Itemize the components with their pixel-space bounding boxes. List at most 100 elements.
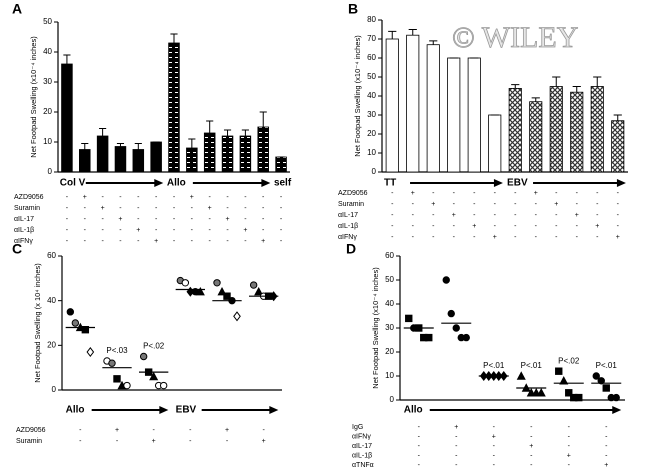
treatment-name: αIL-17	[338, 212, 358, 219]
data-point	[213, 279, 221, 287]
treatment-sign: -	[173, 205, 176, 212]
data-point	[592, 372, 600, 380]
data-point	[602, 384, 610, 392]
bar	[611, 120, 625, 173]
treatment-sign: -	[412, 201, 415, 208]
y-tick-label: 50	[385, 275, 394, 284]
treatment-sign: -	[262, 216, 265, 223]
data-point	[612, 393, 620, 402]
error-bar	[259, 111, 267, 127]
treatment-sign: +	[452, 212, 456, 219]
treatment-sign: -	[412, 212, 415, 219]
arrow-head	[616, 179, 626, 187]
treatment-sign: -	[514, 234, 517, 241]
y-tick-label: 30	[43, 77, 52, 86]
treatment-sign: +	[534, 190, 538, 197]
y-tick-label: 60	[367, 53, 376, 62]
treatment-sign: -	[173, 238, 176, 245]
treatment-sign: -	[418, 453, 421, 460]
p-value: P<.01	[521, 361, 543, 370]
treatment-sign: -	[453, 201, 456, 208]
arrow-head	[159, 406, 169, 414]
treatment-sign: -	[617, 190, 620, 197]
error-bar	[511, 84, 520, 89]
data-point	[149, 371, 159, 381]
treatment-name: AZD9056	[14, 194, 44, 201]
treatment-sign: -	[173, 194, 176, 201]
arrow-head	[493, 179, 503, 187]
treatment-sign: -	[418, 443, 421, 450]
treatment-sign: +	[152, 438, 156, 445]
treatment-sign: +	[262, 438, 266, 445]
treatment-sign: -	[391, 212, 394, 219]
treatment-sign: +	[493, 234, 497, 241]
y-tick-label: 70	[367, 34, 376, 43]
treatment-sign: -	[84, 227, 87, 234]
treatment-sign: -	[530, 424, 533, 431]
y-tick-label: 0	[372, 167, 377, 176]
treatment-name: αIFNγ	[338, 234, 357, 241]
treatment-name: AZD9056	[16, 427, 46, 434]
treatment-name: αIL-17	[352, 443, 372, 450]
treatment-name: Suramin	[338, 201, 364, 208]
treatment-sign: +	[136, 227, 140, 234]
treatment-sign: +	[243, 227, 247, 234]
bar	[221, 135, 234, 173]
treatment-sign: -	[530, 462, 533, 469]
y-tick-label: 40	[385, 299, 394, 308]
data-point	[565, 389, 573, 397]
data-point	[462, 333, 470, 342]
treatment-sign: -	[191, 238, 194, 245]
treatment-sign: -	[189, 427, 192, 434]
treatment-name: αIL-1β	[352, 453, 372, 460]
treatment-sign: +	[431, 201, 435, 208]
group-label: Allo	[167, 178, 186, 189]
treatment-sign: -	[155, 205, 158, 212]
y-tick-label: 60	[385, 251, 394, 260]
error-bar	[593, 76, 602, 87]
error-bar	[408, 29, 417, 36]
data-point	[249, 281, 258, 289]
y-axis-label: Net Footpad Swelling (x10⁻⁴ inches)	[371, 267, 380, 389]
treatment-sign: -	[191, 205, 194, 212]
data-point	[452, 324, 460, 332]
treatment-sign: -	[226, 194, 229, 201]
treatment-sign: -	[173, 216, 176, 223]
group-label: TT	[384, 178, 396, 189]
treatment-sign: +	[567, 453, 571, 460]
error-bar	[63, 54, 71, 64]
bar	[150, 141, 162, 173]
y-tick-label: 10	[385, 371, 394, 380]
arrow-head	[261, 179, 271, 187]
treatment-sign: -	[412, 234, 415, 241]
treatment-sign: +	[115, 427, 119, 434]
treatment-name: αIL-1β	[14, 227, 34, 234]
y-tick-label: 10	[367, 148, 376, 157]
treatment-sign: -	[280, 227, 283, 234]
treatment-sign: -	[432, 223, 435, 230]
treatment-sign: -	[280, 216, 283, 223]
treatment-sign: -	[101, 227, 104, 234]
panel-label: D	[346, 241, 356, 257]
treatment-sign: +	[604, 462, 608, 469]
treatment-sign: -	[173, 227, 176, 234]
error-bar	[188, 138, 196, 148]
group-label: Allo	[404, 405, 423, 416]
treatment-sign: -	[119, 227, 122, 234]
arrow-head	[612, 406, 622, 414]
error-bar	[134, 143, 142, 150]
group-label: self	[274, 178, 292, 189]
group-label: EBV	[176, 405, 197, 416]
treatment-sign: -	[455, 433, 458, 440]
bar	[203, 132, 216, 173]
treatment-sign: -	[555, 212, 558, 219]
y-tick-label: 30	[385, 323, 394, 332]
treatment-sign: -	[66, 216, 69, 223]
treatment-sign: -	[137, 194, 140, 201]
bar	[168, 42, 180, 173]
treatment-sign: -	[244, 238, 247, 245]
treatment-sign: -	[555, 234, 558, 241]
error-bar	[552, 76, 561, 87]
treatment-sign: -	[79, 427, 82, 434]
treatment-sign: -	[493, 443, 496, 450]
